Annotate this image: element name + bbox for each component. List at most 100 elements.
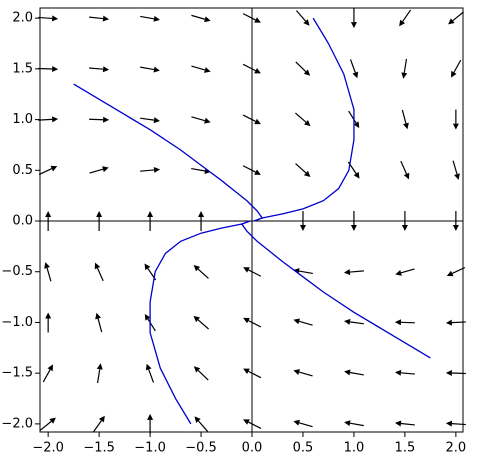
arrow-shaft xyxy=(400,422,415,426)
field-arrow xyxy=(42,364,54,383)
arrow-head xyxy=(353,171,360,179)
field-arrow xyxy=(243,267,262,277)
arrow-head xyxy=(51,116,59,123)
arrow-shaft xyxy=(451,423,466,426)
arrow-shaft xyxy=(242,165,256,173)
arrow-head xyxy=(394,369,402,376)
x-tick-label: −1.0 xyxy=(134,441,166,456)
arrow-head xyxy=(243,317,250,324)
x-tick-label: −2.0 xyxy=(32,441,64,456)
arrow-shaft xyxy=(97,318,103,333)
field-arrow xyxy=(242,114,261,125)
field-arrow xyxy=(140,15,160,22)
arrow-head xyxy=(49,417,56,424)
field-arrow xyxy=(89,66,110,73)
arrow-head xyxy=(399,19,406,27)
field-arrow xyxy=(193,315,209,330)
trajectory xyxy=(253,17,355,222)
field-arrow xyxy=(394,369,415,376)
arrow-head xyxy=(153,166,161,173)
arrow-shaft xyxy=(248,421,262,429)
arrow-head xyxy=(47,364,54,372)
x-tick-label: 0.0 xyxy=(242,441,263,456)
field-arrow xyxy=(95,312,103,333)
field-arrow xyxy=(140,117,160,124)
y-tick-label: 1.0 xyxy=(12,112,33,127)
arrow-head xyxy=(96,211,103,218)
field-arrow xyxy=(145,363,155,383)
arrow-shaft xyxy=(400,160,408,175)
field-arrow xyxy=(350,8,357,29)
arrow-head xyxy=(103,116,110,123)
arrow-shaft xyxy=(248,370,262,379)
arrow-shaft xyxy=(242,13,256,21)
arrow-head xyxy=(193,265,201,272)
field-arrow xyxy=(89,116,110,123)
field-arrow xyxy=(94,262,104,282)
arrow-shaft xyxy=(140,117,155,121)
arrow-head xyxy=(454,173,460,180)
field-arrow xyxy=(38,15,59,22)
arrow-head xyxy=(204,117,211,124)
arrow-head xyxy=(394,319,402,326)
arrow-head xyxy=(145,363,152,371)
arrow-shaft xyxy=(400,372,415,375)
arrow-head xyxy=(293,419,300,426)
field-arrow xyxy=(445,370,466,377)
arrow-head xyxy=(243,368,250,375)
arrow-shaft xyxy=(349,270,364,273)
field-arrow xyxy=(343,269,364,276)
arrow-head xyxy=(51,15,59,22)
field-arrow xyxy=(295,112,311,127)
arrow-head xyxy=(303,69,311,76)
arrow-head xyxy=(293,369,300,375)
arrow-head xyxy=(401,225,408,232)
field-arrow xyxy=(45,211,52,232)
arrow-shaft xyxy=(248,320,262,328)
arrow-shaft xyxy=(349,422,364,427)
trajectory xyxy=(149,220,251,425)
arrow-head xyxy=(403,172,410,180)
arrow-head xyxy=(94,262,101,270)
arrow-head xyxy=(304,119,311,127)
arrow-shaft xyxy=(298,270,313,275)
arrow-head xyxy=(96,363,103,370)
arrow-head xyxy=(303,19,310,26)
y-tick-label: 0.0 xyxy=(12,214,33,229)
arrow-shaft xyxy=(89,168,104,174)
plot-frame xyxy=(39,7,464,433)
arrow-head xyxy=(147,211,154,218)
field-arrow xyxy=(293,369,313,377)
arrow-head xyxy=(204,67,211,73)
field-arrow xyxy=(400,160,410,180)
arrow-head xyxy=(50,165,58,172)
arrow-head xyxy=(353,121,360,129)
arrow-shaft xyxy=(242,114,256,122)
arrow-shaft xyxy=(96,267,104,282)
arrow-head xyxy=(445,420,453,427)
arrow-shaft xyxy=(42,369,51,383)
arrow-shaft xyxy=(298,422,313,428)
arrow-head xyxy=(147,413,154,420)
arrow-shaft xyxy=(349,321,364,325)
arrow-shaft xyxy=(191,167,206,172)
field-arrow xyxy=(242,165,261,175)
field-arrow xyxy=(448,11,465,25)
arrow-shaft xyxy=(298,320,313,326)
arrow-shaft xyxy=(452,160,458,175)
arrow-head xyxy=(401,72,408,79)
arrow-head xyxy=(194,416,201,423)
field-arrow xyxy=(144,313,156,332)
arrow-head xyxy=(254,169,261,175)
arrow-head xyxy=(144,313,151,321)
field-arrow xyxy=(243,317,262,328)
y-tick-label: 2.0 xyxy=(12,11,33,26)
arrow-head xyxy=(45,312,52,319)
arrow-shaft xyxy=(38,168,53,176)
arrow-shaft xyxy=(295,10,307,22)
arrow-head xyxy=(95,312,101,320)
field-arrow xyxy=(193,366,209,381)
field-arrow xyxy=(44,262,52,282)
arrow-shaft xyxy=(295,61,307,73)
